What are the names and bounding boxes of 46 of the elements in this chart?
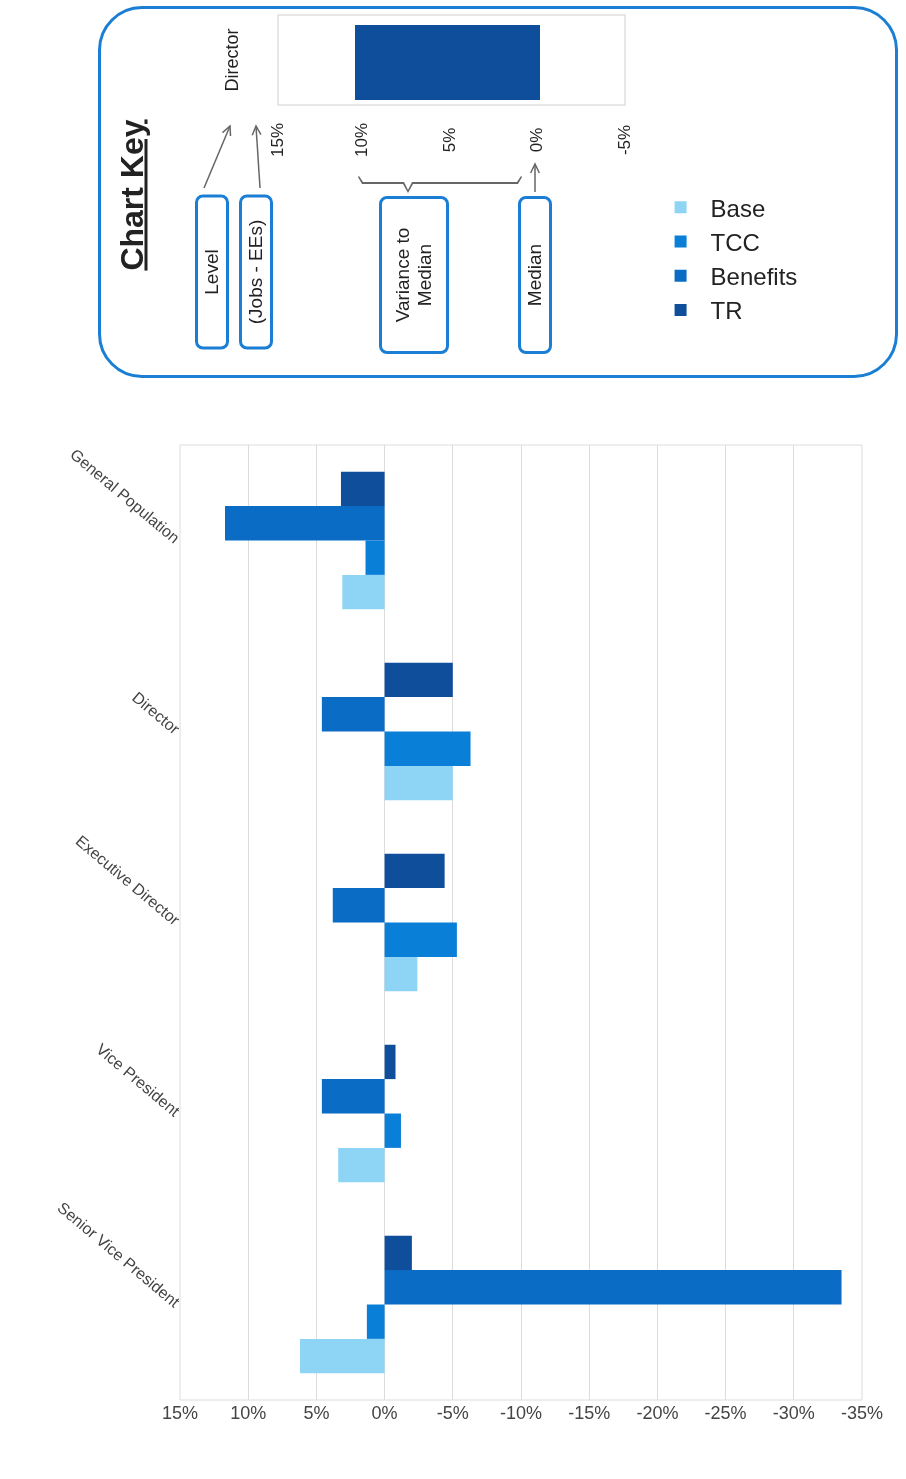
x-tick-label: -15%: [568, 1403, 611, 1423]
bar: [225, 506, 385, 541]
text: Variance to Median: [392, 226, 436, 325]
bar: [366, 1304, 385, 1339]
x-tick-label: -20%: [636, 1403, 679, 1423]
text: -5%: [615, 124, 635, 156]
bar: [384, 1113, 401, 1148]
text: Chart Key: [113, 119, 151, 271]
bar: [338, 1147, 385, 1183]
text: 10%: [352, 122, 372, 158]
bar: [384, 1044, 396, 1080]
bar: [384, 662, 453, 698]
bar: [384, 853, 445, 889]
bar: [365, 540, 385, 575]
bar: [332, 888, 385, 923]
text: Level: [201, 249, 223, 295]
bar: [300, 1338, 385, 1374]
bar: [384, 956, 418, 992]
x-tick-label: -25%: [704, 1403, 747, 1423]
legend-label: TCC: [710, 228, 760, 256]
bar: [321, 697, 385, 732]
bar: [384, 731, 471, 766]
x-tick-label: -10%: [499, 1403, 543, 1423]
text: (Jobs - EEs): [245, 219, 267, 325]
legend-label: Base: [710, 194, 766, 222]
x-tick-label: 15%: [161, 1403, 199, 1423]
x-tick-label: 0%: [371, 1403, 398, 1423]
bar: [384, 922, 457, 957]
text: 5%: [440, 127, 460, 153]
x-tick-label: 5%: [303, 1403, 330, 1423]
x-tick-label: -30%: [772, 1403, 815, 1423]
bar: [340, 471, 385, 507]
x-tick-label: 10%: [230, 1403, 267, 1423]
bar: [384, 765, 453, 801]
bar: [342, 574, 385, 610]
text: 15%: [268, 122, 288, 158]
bar: [384, 1270, 842, 1305]
text: 0%: [527, 127, 547, 153]
text: Director: [221, 28, 243, 92]
x-tick-label: -5%: [436, 1403, 469, 1423]
bar: [384, 1235, 412, 1271]
legend-label: TR: [710, 297, 743, 325]
text: Median: [524, 243, 546, 307]
bar: [321, 1079, 385, 1114]
legend-label: Benefits: [710, 263, 798, 291]
x-tick-label: -35%: [840, 1403, 884, 1423]
